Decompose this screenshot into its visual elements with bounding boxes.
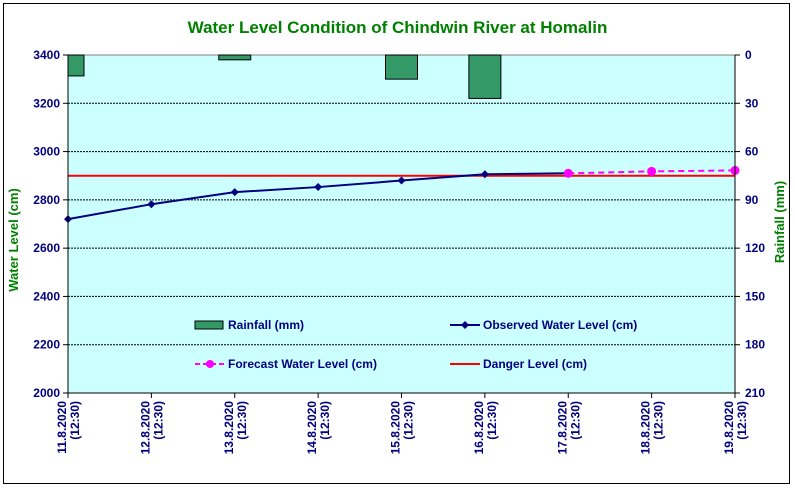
legend-marker-observed [461, 321, 469, 329]
rainfall-bar [468, 54, 502, 99]
observed-point [480, 170, 489, 179]
y-tick-label-left: 3400 [33, 48, 60, 62]
x-tick-label: 17.8.2020(12:30) [555, 401, 582, 455]
x-tick-label: 11.8.2020(12:30) [55, 401, 82, 454]
chart-title: Water Level Condition of Chindwin River … [187, 18, 608, 37]
y-tick-label-right: 150 [745, 289, 765, 303]
y-tick-label-right: 180 [745, 338, 765, 352]
y-tick-label-left: 3200 [33, 96, 60, 110]
forecast-point [647, 166, 657, 176]
x-tick-label: 13.8.2020(12:30) [222, 401, 249, 455]
legend-label: Forecast Water Level (cm) [228, 357, 377, 371]
rainfall-bar [218, 54, 252, 61]
x-tick-label: 19.8.2020(12:30) [722, 401, 749, 455]
legend-marker-forecast [206, 360, 214, 368]
y-tick-label-right: 210 [745, 386, 765, 400]
rainfall-bar [67, 54, 85, 77]
chart-frame [3, 3, 790, 484]
plot-background [67, 54, 736, 394]
legend-label: Observed Water Level (cm) [483, 318, 637, 332]
x-tick-label: 18.8.2020(12:30) [639, 401, 666, 455]
y-axis-title-right: Rainfall (mm) [772, 181, 787, 263]
axes: 3400 3200 3000 2800 2600 2400 2200 2000 0 30 60 90 1… [33, 48, 765, 454]
y-tick-label-left: 2000 [33, 386, 60, 400]
x-tick-label: 16.8.2020(12:30) [472, 401, 499, 455]
observed-point [314, 183, 323, 192]
y-tick-label-right: 60 [745, 145, 759, 159]
y-tick-label-right: 90 [745, 193, 759, 207]
y-tick-label-right: 0 [745, 48, 752, 62]
y-tick-label-left: 2200 [33, 338, 60, 352]
observed-point [397, 176, 406, 185]
y-axis-title-left: Water Level (cm) [6, 188, 21, 292]
x-tick-label: 12.8.2020(12:30) [138, 401, 165, 455]
legend-swatch-rainfall [194, 320, 224, 330]
plot-area [67, 54, 736, 394]
legend-label: Rainfall (mm) [228, 318, 304, 332]
legend-label: Danger Level (cm) [483, 357, 587, 371]
observed-point [230, 188, 239, 197]
x-tick-label: 14.8.2020(12:30) [305, 401, 332, 455]
forecast-point [563, 168, 573, 178]
y-tick-label-right: 30 [745, 96, 759, 110]
rainfall-bars [67, 54, 502, 99]
rainfall-bar [385, 54, 418, 80]
y-tick-label-left: 3000 [33, 145, 60, 159]
y-tick-label-left: 2600 [33, 241, 60, 255]
y-tick-label-left: 2800 [33, 193, 60, 207]
legend: Rainfall (mm) Observed Water Level (cm) Fo… [194, 318, 637, 371]
y-tick-label-left: 2400 [33, 289, 60, 303]
x-tick-label: 15.8.2020(12:30) [389, 401, 416, 455]
observed-point [147, 200, 156, 209]
y-tick-label-right: 120 [745, 241, 765, 255]
